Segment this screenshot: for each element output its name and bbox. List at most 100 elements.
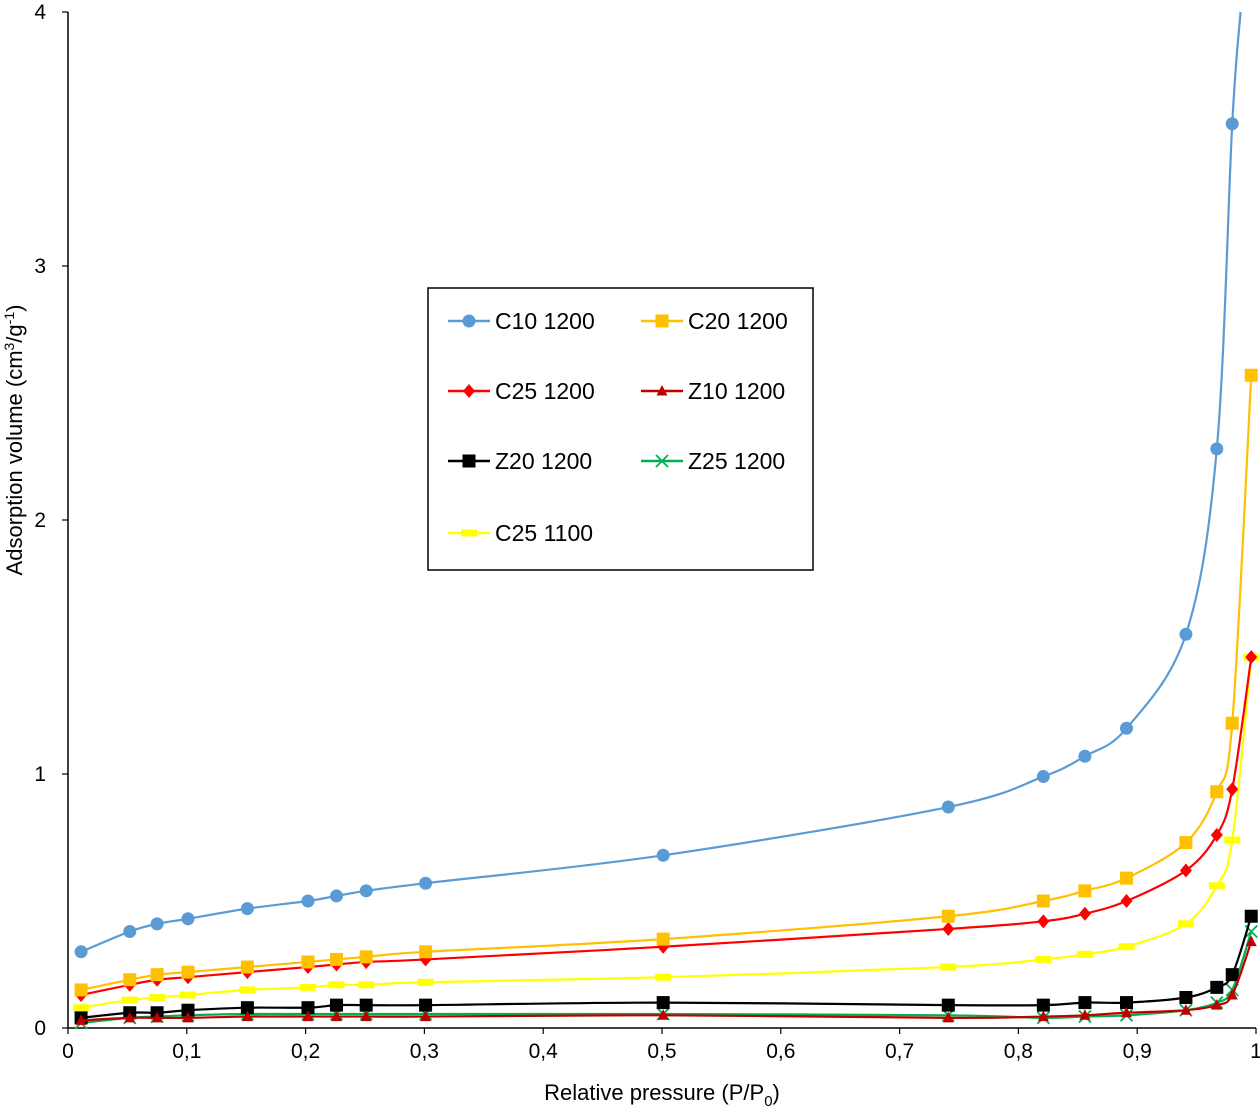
data-point: [123, 973, 137, 987]
data-point: [1037, 914, 1050, 929]
data-point: [181, 965, 195, 979]
data-point: [240, 902, 254, 916]
data-point: [1180, 1004, 1192, 1015]
data-point: [123, 924, 137, 938]
data-point: [1078, 906, 1091, 921]
data-point: [1245, 650, 1258, 665]
legend-label: Z10 1200: [688, 378, 785, 404]
data-point: [240, 1001, 254, 1015]
legend-marker: [461, 529, 477, 537]
data-point: [419, 876, 433, 890]
data-point: [1035, 955, 1052, 963]
data-point: [299, 983, 316, 991]
data-point: [1076, 950, 1093, 958]
data-point: [1210, 980, 1224, 994]
data-point: [1245, 935, 1257, 947]
data-point: [940, 963, 957, 971]
data-point: [359, 998, 373, 1012]
data-point: [1118, 943, 1135, 951]
data-point: [301, 1001, 315, 1015]
data-point: [360, 1010, 372, 1022]
y-tick-label: 0: [34, 1017, 46, 1040]
data-point: [942, 1011, 954, 1023]
data-point: [656, 996, 670, 1010]
series-line-c10-1200: [80, 11, 1242, 953]
y-axis-title: Adsorption volume (cm3/g-1): [1, 305, 27, 576]
data-point: [329, 952, 343, 966]
series-c10-1200: [74, 11, 1242, 959]
data-point: [419, 998, 433, 1012]
data-point: [151, 1011, 163, 1023]
data-point: [942, 921, 955, 936]
series-c20-1200: [74, 368, 1258, 997]
x-tick-label: 0,6: [766, 1040, 795, 1063]
x-tick-label: 0,2: [291, 1040, 320, 1063]
data-point: [1225, 716, 1239, 730]
data-point: [1120, 996, 1134, 1010]
data-point: [74, 983, 88, 997]
tick-labels: 0 0,1 0,2 0,3 0,4 0,5 0,6 0,7 0,8 0,9 1 0 1 2 3 4: [34, 1, 1260, 1063]
data-point: [1208, 882, 1225, 890]
x-tick-label: 0,3: [410, 1040, 439, 1063]
series-c25-1200: [75, 650, 1258, 1002]
data-point: [1226, 988, 1238, 1000]
legend-marker: [462, 454, 476, 468]
data-point: [149, 994, 166, 1002]
legend-item: Z20 1200: [448, 448, 592, 474]
series-layer: [73, 11, 1260, 1030]
legend-marker: [655, 314, 669, 328]
data-point: [150, 968, 164, 982]
legend: C10 1200 C20 1200 C25 1200 Z10 1200 Z20 1200…: [427, 287, 814, 571]
x-tick-label: 0,7: [885, 1040, 914, 1063]
legend-marker: [656, 385, 668, 396]
data-point: [941, 998, 955, 1012]
data-point: [1244, 368, 1258, 382]
x-tick-label: 0,5: [647, 1040, 676, 1063]
series-c25-1100: [73, 653, 1260, 1012]
legend-marker: [655, 454, 669, 468]
data-point: [1177, 920, 1194, 928]
data-point: [359, 950, 373, 964]
data-point: [241, 1010, 253, 1022]
data-point: [329, 889, 343, 903]
series-z10-1200: [75, 935, 1257, 1025]
data-point: [301, 955, 315, 969]
data-point: [1036, 998, 1050, 1012]
data-point: [656, 932, 670, 946]
series-line-c25-1100: [80, 657, 1253, 1009]
data-point: [240, 960, 254, 974]
data-point: [655, 973, 672, 981]
data-point: [1179, 627, 1193, 641]
legend-label: Z25 1200: [688, 448, 785, 474]
legend-marker: [462, 314, 476, 328]
legend-item: Z25 1200: [641, 448, 785, 474]
data-point: [941, 909, 955, 923]
data-point: [74, 945, 88, 959]
data-point: [73, 1004, 90, 1012]
data-point: [420, 1010, 432, 1022]
axes: [62, 11, 1257, 1034]
data-point: [1210, 785, 1224, 799]
y-tick-label: 2: [34, 509, 46, 532]
data-point: [121, 996, 138, 1004]
x-tick-label: 0,8: [1004, 1040, 1033, 1063]
data-point: [1179, 836, 1193, 850]
data-point: [329, 998, 343, 1012]
x-tick-label: 0,4: [529, 1040, 559, 1063]
data-point: [1211, 999, 1223, 1010]
data-point: [1226, 782, 1239, 797]
legend-item: C25 1100: [448, 520, 593, 546]
x-tick-label: 0,9: [1123, 1040, 1152, 1063]
y-tick-label: 1: [34, 763, 46, 786]
data-point: [1244, 909, 1258, 923]
data-point: [1078, 884, 1092, 898]
data-point: [328, 981, 345, 989]
data-point: [1224, 836, 1241, 844]
legend-box: [427, 287, 814, 571]
data-point: [181, 912, 195, 926]
legend-label: Z20 1200: [495, 448, 592, 474]
data-point: [1179, 863, 1192, 878]
data-point: [1120, 894, 1133, 908]
data-point: [941, 800, 955, 814]
data-point: [75, 1014, 87, 1025]
